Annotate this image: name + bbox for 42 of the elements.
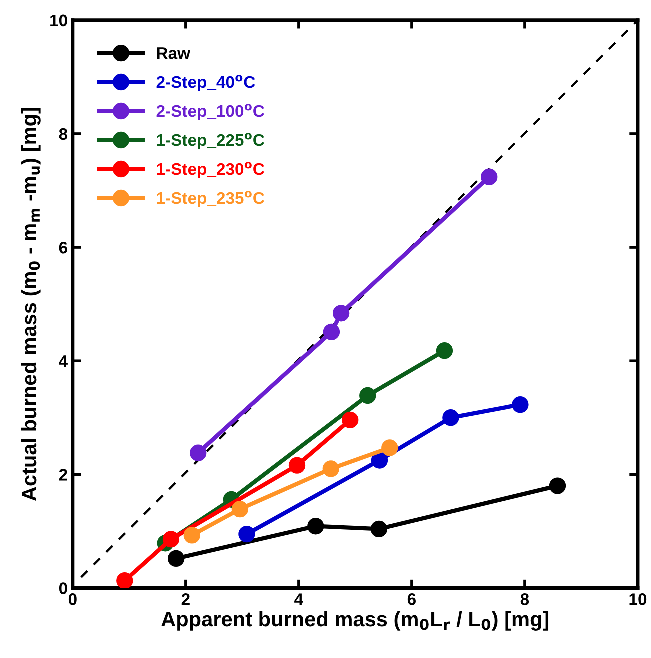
legend-label: Raw: [157, 48, 191, 60]
y-tick-label: 2: [59, 469, 68, 481]
point: [549, 478, 566, 494]
y-tick-label: 0: [59, 582, 68, 594]
y-tick-label: 10: [50, 14, 68, 27]
y-tick-label: 6: [59, 242, 68, 254]
legend-label: 2-Step_40$^{o}$C: [156, 75, 256, 92]
x-axis-title: Apparent burned mass (m$_{0}$L$_{r}$ / L$_{0}$) [mg]: [162, 611, 549, 631]
point: [168, 550, 185, 568]
point: [323, 324, 340, 340]
point: [442, 410, 460, 426]
point: [342, 412, 359, 428]
point: [162, 531, 180, 548]
x-tick-label: 0: [68, 594, 77, 606]
point: [371, 452, 388, 469]
point: [382, 440, 398, 456]
point: [190, 444, 207, 462]
point: [116, 572, 134, 588]
x-tick-label: 6: [408, 594, 416, 606]
x-tick-label: 2: [182, 594, 190, 606]
legend-label: 1-Step_235$^{o}$C: [157, 191, 264, 208]
point: [308, 518, 324, 535]
legend-label: 2-Step_100$^{o}$C: [156, 104, 264, 120]
x-tick-label: 8: [520, 594, 530, 606]
y-tick-label: 4: [59, 356, 68, 368]
point: [370, 520, 388, 538]
x-tick-label: 4: [294, 594, 304, 606]
point: [288, 457, 306, 474]
point: [232, 500, 249, 518]
point: [184, 527, 200, 544]
legend-label: 1-Step_230$^{o}$C: [157, 162, 264, 178]
y-axis-title: Actual burned mass (m$_{0}$ - m$_{m}$ -m$_{u}$) [mg]: [21, 108, 41, 502]
point: [436, 342, 454, 360]
y-tick-label: 8: [59, 128, 68, 140]
x-tick-label: 10: [630, 594, 647, 606]
legend-label: 1-Step_225$^{o}$C: [157, 133, 264, 150]
point: [322, 460, 340, 478]
point: [481, 168, 498, 186]
point: [238, 526, 256, 543]
point: [332, 305, 350, 322]
point: [512, 396, 529, 414]
point: [360, 387, 376, 404]
